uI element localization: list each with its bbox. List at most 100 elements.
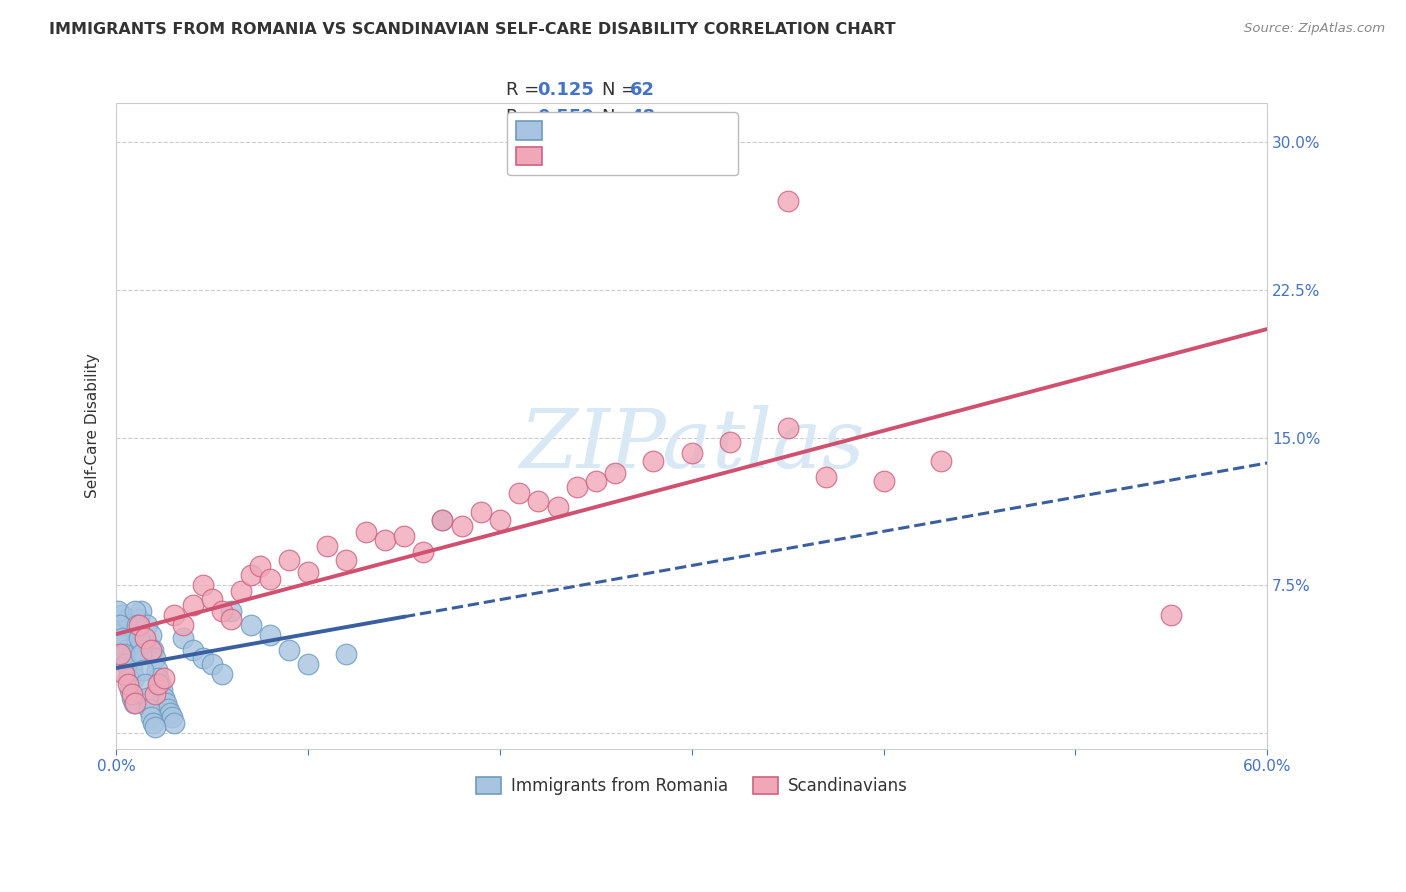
Text: 62: 62 [630,81,655,99]
Y-axis label: Self-Care Disability: Self-Care Disability [86,353,100,499]
Point [136,690,159,705]
Point [872,474,894,488]
Point [335,647,357,661]
Point [181,643,204,657]
Point [211,604,233,618]
Point [143,720,166,734]
Point [142,716,165,731]
Text: R =: R = [506,81,546,99]
Point [138,702,160,716]
Point [112,647,135,661]
Point [565,480,588,494]
Point [681,446,703,460]
Point [115,643,138,657]
Point [121,690,143,705]
Point [603,466,626,480]
Point [643,454,665,468]
Point [229,584,252,599]
Point [155,697,177,711]
Point [149,677,172,691]
Point [112,632,135,646]
Point [354,525,377,540]
Point [115,657,138,671]
Point [118,651,141,665]
Point [108,617,131,632]
Point [127,633,149,648]
Point [118,682,141,697]
Point [121,663,143,677]
Point [107,604,129,618]
Point [134,632,156,646]
Point [277,553,299,567]
Point [718,434,741,449]
Text: 48: 48 [630,108,655,126]
Point [527,493,550,508]
Point [111,632,134,646]
Point [201,657,224,671]
Point [124,604,146,618]
Point [136,617,159,632]
Point [124,624,146,638]
Point [143,651,166,665]
Point [150,682,173,697]
Point [128,617,150,632]
Point [776,421,799,435]
Point [815,470,838,484]
Text: R =: R = [506,108,546,126]
Point [121,687,143,701]
Point [117,612,139,626]
Point [221,604,243,618]
Text: N =: N = [602,108,641,126]
Point [1160,607,1182,622]
Text: Source: ZipAtlas.com: Source: ZipAtlas.com [1244,22,1385,36]
Point [128,612,150,626]
Point [929,454,952,468]
Text: 0.125: 0.125 [537,81,593,99]
Point [124,697,146,711]
Point [259,627,281,641]
Point [201,592,224,607]
Point [432,513,454,527]
Point [139,627,162,641]
Point [132,647,155,661]
Point [239,617,262,632]
Point [139,643,162,657]
Point [153,690,176,705]
Point [139,710,162,724]
Point [374,533,396,547]
Point [108,617,131,632]
Point [470,506,492,520]
Point [122,697,145,711]
Point [163,607,186,622]
Point [117,677,139,691]
Text: ZIPatlas: ZIPatlas [519,405,865,485]
Point [450,519,472,533]
Point [138,640,160,654]
Point [172,617,194,632]
Text: 0.559: 0.559 [537,108,593,126]
Point [112,667,135,681]
Point [412,545,434,559]
Point [191,578,214,592]
Point [129,647,152,661]
Point [211,667,233,681]
Point [259,573,281,587]
Point [129,604,152,618]
Point [191,651,214,665]
Point [148,671,170,685]
Point [148,677,170,691]
Point [134,632,156,646]
Legend: Immigrants from Romania, Scandinavians: Immigrants from Romania, Scandinavians [470,770,914,802]
Point [172,632,194,646]
Point [547,500,569,514]
Point [776,194,799,209]
Point [277,643,299,657]
Point [489,513,512,527]
Point [111,607,134,622]
Point [153,671,176,685]
Point [127,617,149,632]
Point [221,612,243,626]
Point [249,558,271,573]
Point [143,687,166,701]
Point [508,485,530,500]
